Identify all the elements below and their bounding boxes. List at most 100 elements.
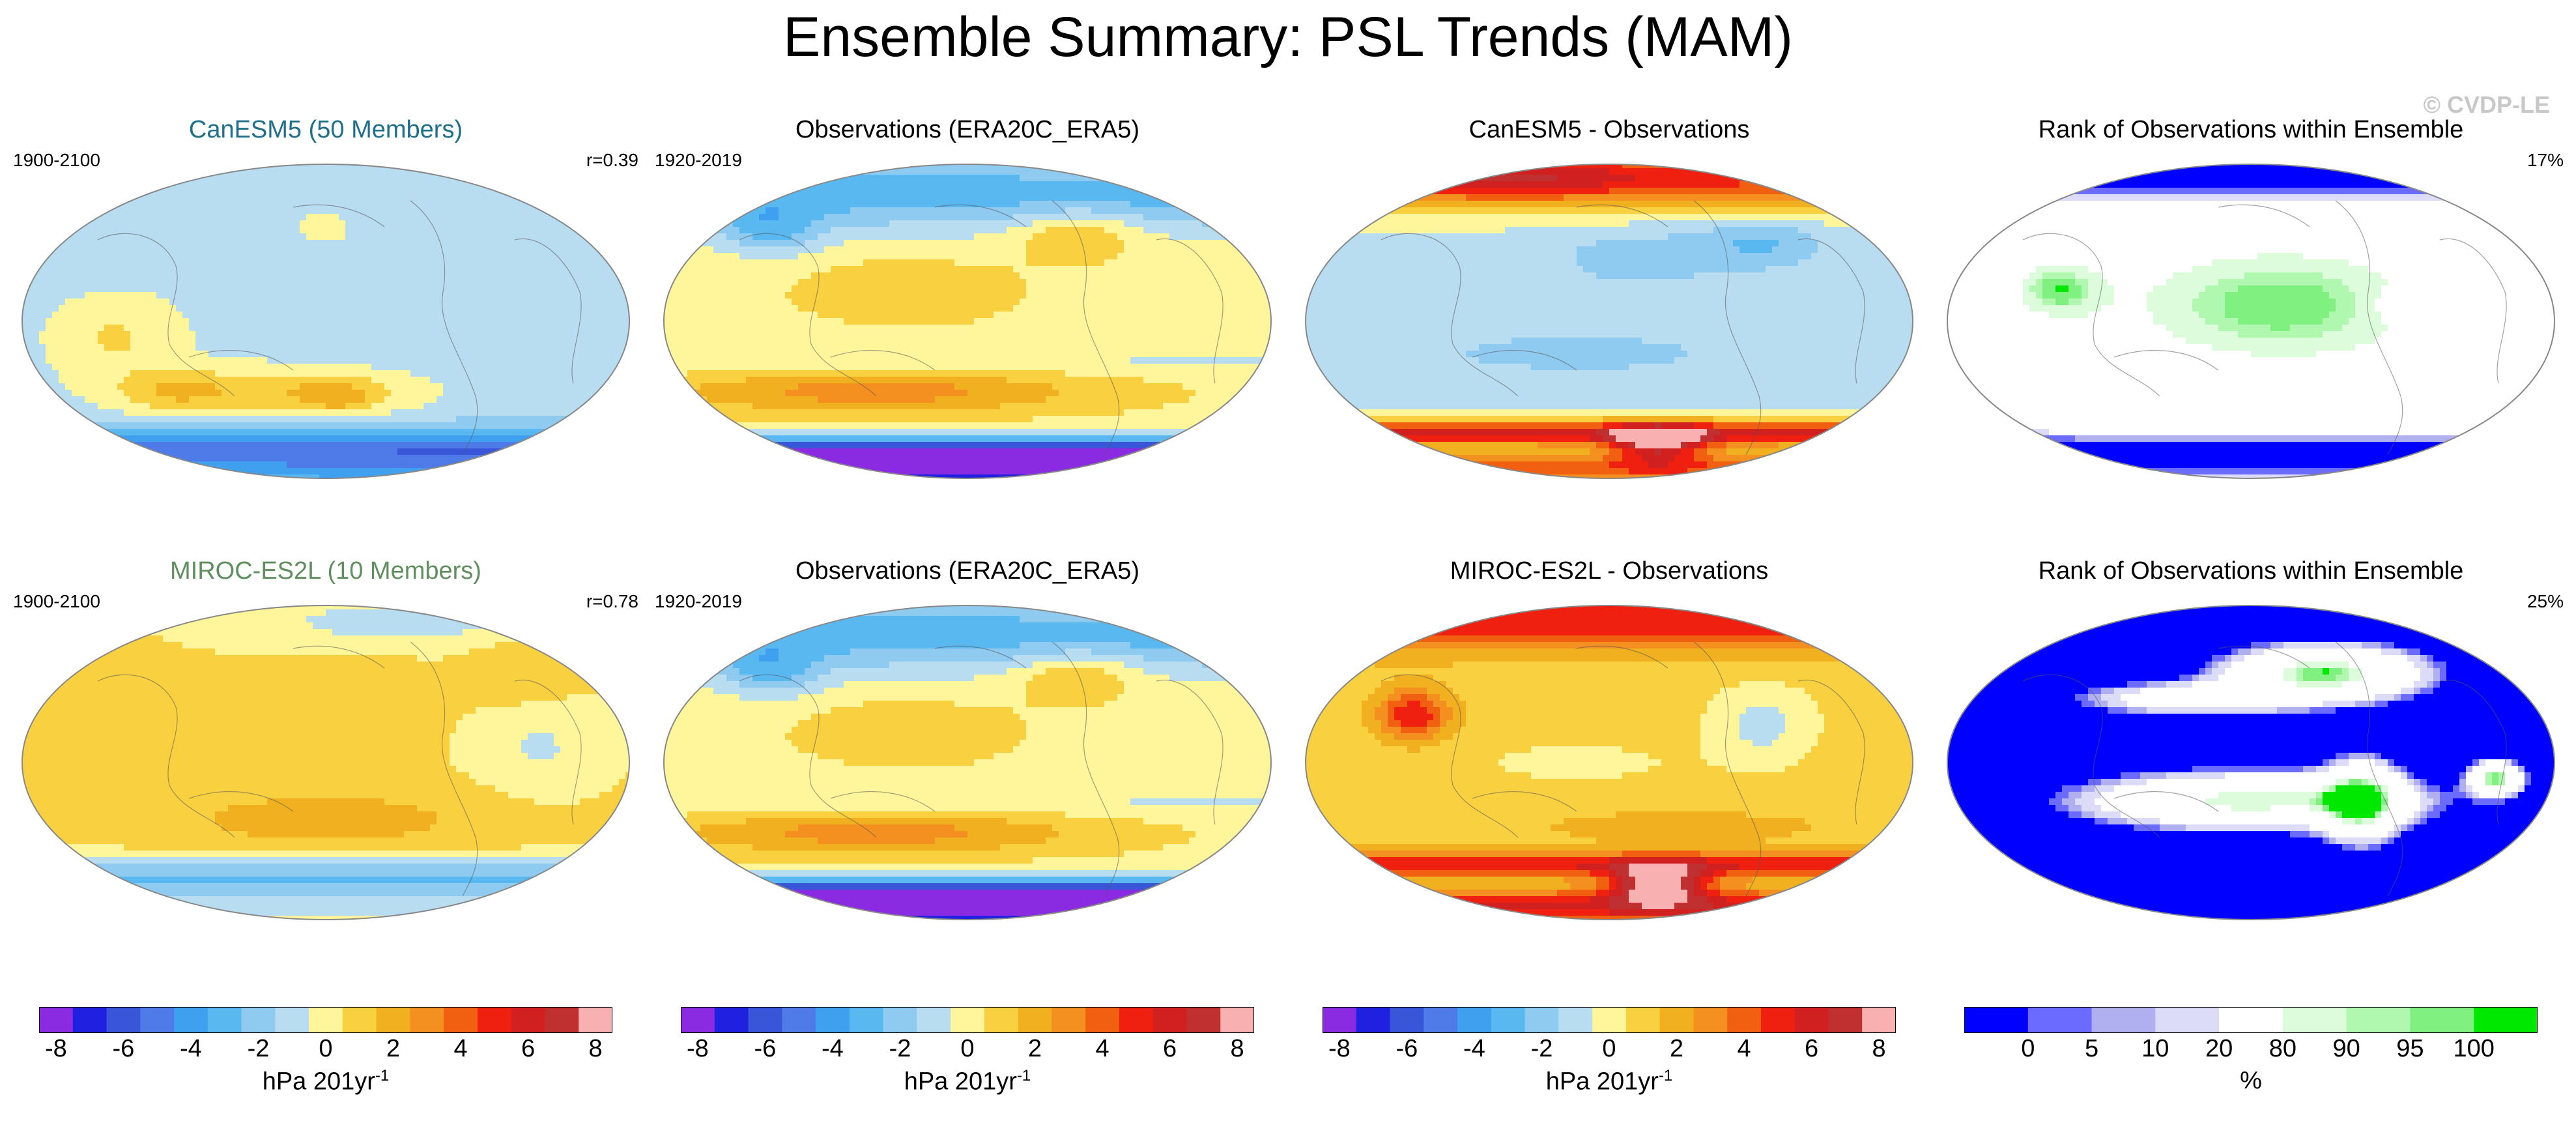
world-map [663,164,1272,479]
panel-title: MIROC-ES2L - Observations [1296,557,1922,585]
colorbar-swatch [1524,1007,1559,1033]
colorbar-tick-label: -6 [113,1035,135,1062]
colorbar-tick-label: 2 [1028,1035,1042,1062]
colorbar-tick-label: -8 [1328,1035,1351,1062]
colorbar-swatch [883,1007,917,1033]
colorbar-tick-label: 0 [960,1035,974,1062]
colorbar-tick-label: 0 [319,1035,332,1062]
colorbar-swatch [984,1007,1019,1033]
colorbar-swatch [1052,1007,1086,1033]
correlation-label: r=0.39 [586,150,638,171]
world-map [1305,605,1913,920]
colorbar-swatch [1390,1007,1424,1033]
colorbar-tick-label: 80 [2269,1035,2297,1062]
colorbar-swatch [2282,1007,2347,1033]
colorbar-tick-label: 100 [2453,1035,2494,1062]
colorbar-tick-label: -6 [754,1035,777,1062]
colorbar-swatch [2346,1007,2411,1033]
unit-exponent: -1 [1659,1067,1672,1085]
colorbar-swatch [748,1007,782,1033]
rank-percent-label: 17% [2527,150,2564,171]
colorbar-tick-label: 90 [2333,1035,2360,1062]
colorbar-swatch [1828,1007,1863,1033]
colorbar-tick-label: 20 [2205,1035,2233,1062]
coastlines [97,641,582,897]
coastlines [739,641,1224,897]
colorbar-swatch [1220,1007,1255,1033]
colorbar-tick-label: 4 [454,1035,468,1062]
map-panel: MIROC-ES2L (10 Members) 1900-2100 r=0.78 [13,557,638,922]
colorbar-swatches: -8 -6 -4 -2 0 2 4 6 8 [1323,1007,1896,1062]
colorbar-swatch [477,1007,512,1033]
coastlines [1381,641,1865,897]
colorbar-swatch [579,1007,613,1033]
world-map [1947,605,2555,920]
colorbar-tick-label: 4 [1096,1035,1109,1062]
colorbar-swatch [681,1007,715,1033]
colorbar-tick-label: 8 [589,1035,603,1062]
colorbar-swatch [2474,1007,2538,1033]
colorbar-swatch [174,1007,208,1033]
colorbar-swatch [1323,1007,1357,1033]
map-panel: CanESM5 (50 Members) 1900-2100 r=0.39 [13,116,638,481]
map-panel: Rank of Observations within Ensemble 17% [1938,116,2564,481]
colorbar-swatch [72,1007,107,1033]
colorbar-swatch [1018,1007,1052,1033]
panel-title: MIROC-ES2L (10 Members) [13,557,638,585]
colorbar-unit: hPa 201yr-1 [1323,1067,1896,1096]
colorbar-swatch [1727,1007,1762,1033]
colorbar-swatch [1085,1007,1120,1033]
colorbar-swatch [376,1007,410,1033]
colorbar-swatches: -8 -6 -4 -2 0 2 4 6 8 [39,1007,613,1062]
unit-text: hPa 201yr [1546,1068,1659,1096]
colorbar-tick-label: 2 [386,1035,400,1062]
world-map [663,605,1272,920]
correlation-label: r=0.78 [586,591,638,612]
coastlines [97,200,582,456]
colorbar-swatch [241,1007,276,1033]
colorbar-swatch [1964,1007,2029,1033]
colorbar-tick-label: 95 [2396,1035,2424,1062]
colorbar-tick-label: 2 [1670,1035,1683,1062]
map-panel: MIROC-ES2L - Observations [1296,557,1922,922]
colorbar-swatch [2219,1007,2283,1033]
map-panel: CanESM5 - Observations [1296,116,1922,481]
colorbar-tick-label: 8 [1231,1035,1244,1062]
colorbar-tick-label: -2 [248,1035,270,1062]
colorbar-swatch [275,1007,309,1033]
coastlines [739,200,1224,456]
coastlines [2022,641,2507,897]
colorbar: 0 5 10 20 80 90 95 100% [1964,1007,2538,1111]
colorbar-swatch [849,1007,884,1033]
panel-title: CanESM5 (50 Members) [13,116,638,144]
field-cells [1306,605,1913,920]
colorbar-swatch [410,1007,444,1033]
period-label: 1900-2100 [13,150,100,171]
colorbar-swatch [1794,1007,1829,1033]
coastlines [2022,200,2507,456]
colorbar-tick-label: 6 [1805,1035,1818,1062]
figure-title: Ensemble Summary: PSL Trends (MAM) [0,5,2576,70]
colorbar-unit: hPa 201yr-1 [681,1067,1254,1096]
unit-exponent: -1 [1017,1067,1031,1085]
colorbar-swatch [1152,1007,1187,1033]
panel-title: Rank of Observations within Ensemble [1938,116,2564,144]
rank-percent-label: 25% [2527,591,2564,612]
colorbar-tick-label: -8 [45,1035,67,1062]
period-label: 1920-2019 [655,591,742,612]
panel-title: Observations (ERA20C_ERA5) [655,116,1280,144]
colorbar-swatch [782,1007,816,1033]
colorbar-swatch [207,1007,242,1033]
map-panel: Rank of Observations within Ensemble 25% [1938,557,2564,922]
colorbar-unit: hPa 201yr-1 [39,1067,612,1096]
colorbar-swatches: -8 -6 -4 -2 0 2 4 6 8 [681,1007,1255,1062]
colorbar-swatch [39,1007,74,1033]
colorbar-swatch [1186,1007,1221,1033]
colorbar-tick-label: -2 [889,1035,911,1062]
period-label: 1900-2100 [13,591,100,612]
world-map [21,164,630,479]
colorbar-swatch [444,1007,478,1033]
colorbar-swatch [1862,1007,1896,1033]
watermark: © CVDP-LE [2423,91,2550,119]
colorbar-swatch [1760,1007,1796,1033]
